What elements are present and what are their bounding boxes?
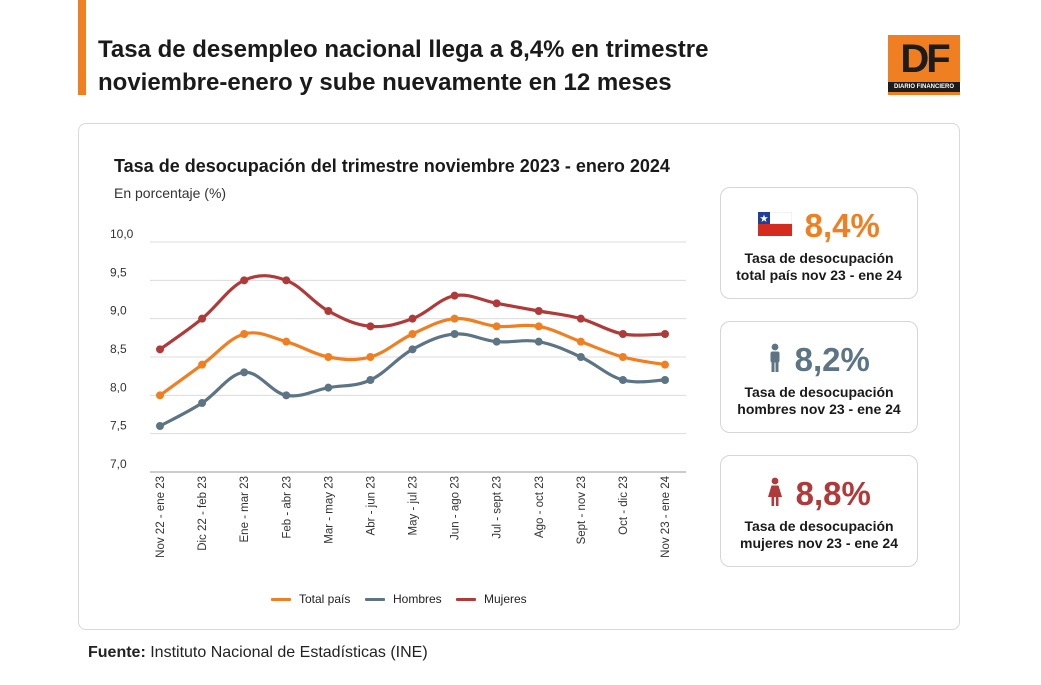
- kpi-value-total: 8,4%: [804, 207, 880, 244]
- x-tick-label: Feb - abr 23: [281, 476, 293, 539]
- y-tick-label: 7,5: [110, 419, 127, 433]
- data-point-hombres: [324, 383, 333, 392]
- man-icon: [768, 343, 782, 378]
- data-point-hombres: [156, 422, 164, 430]
- y-tick-label: 9,0: [110, 304, 127, 318]
- y-tick-label: 10,0: [110, 227, 134, 241]
- chart-title: Tasa de desocupación del trimestre novie…: [114, 156, 670, 176]
- data-point-hombres: [450, 330, 459, 338]
- kpi-value-mujeres: 8,8%: [795, 475, 871, 512]
- legend-label-hombres: Hombres: [393, 592, 442, 606]
- x-tick-label: Dic 22 - feb 23: [197, 476, 209, 551]
- woman-icon: [767, 477, 783, 512]
- data-point-mujeres: [534, 307, 543, 315]
- data-point-mujeres: [198, 314, 207, 323]
- y-tick-label: 7,0: [110, 457, 127, 471]
- logo-subtext: DIARIO FINANCIERO: [888, 82, 960, 92]
- data-point-total: [618, 353, 627, 361]
- data-point-total: [282, 337, 291, 346]
- x-tick-label: Ago - oct 23: [534, 476, 546, 538]
- data-point-mujeres: [618, 330, 627, 338]
- data-point-hombres: [492, 337, 501, 346]
- kpi-label-total-line-2: total país nov 23 - ene 24: [736, 267, 902, 283]
- y-tick-label: 8,5: [110, 342, 127, 356]
- data-point-hombres: [661, 376, 669, 384]
- data-point-total: [408, 330, 417, 338]
- headline-accent-bar: [78, 0, 86, 95]
- data-point-hombres: [408, 345, 417, 354]
- data-point-mujeres: [450, 291, 459, 300]
- x-tick-label: Sept - nov 23: [576, 476, 588, 544]
- kpi-label-mujeres: Tasa de desocupación mujeres nov 23 - en…: [721, 518, 917, 552]
- kpi-label-mujeres-line-2: mujeres nov 23 - ene 24: [740, 535, 898, 551]
- data-point-total: [450, 314, 459, 323]
- chile-flag-icon: [757, 211, 793, 241]
- kpi-value-hombres: 8,2%: [794, 341, 870, 378]
- x-tick-label: Nov 22 - ene 23: [155, 476, 167, 558]
- kpi-card-hombres: 8,2% Tasa de desocupación hombres nov 23…: [720, 321, 918, 433]
- data-point-total: [661, 360, 669, 369]
- data-point-total: [156, 391, 164, 400]
- data-point-total: [366, 353, 375, 361]
- legend-swatch-total: [271, 598, 291, 601]
- kpi-label-mujeres-line-1: Tasa de desocupación: [744, 518, 894, 534]
- data-point-total: [492, 322, 501, 331]
- data-point-mujeres: [366, 322, 375, 331]
- data-point-total: [324, 353, 333, 361]
- data-point-hombres: [534, 337, 543, 346]
- data-point-mujeres: [282, 276, 291, 285]
- data-point-hombres: [576, 353, 585, 361]
- data-point-hombres: [618, 376, 627, 384]
- data-point-mujeres: [661, 330, 669, 338]
- x-tick-label: Nov 23 - ene 24: [660, 475, 672, 557]
- legend-swatch-hombres: [365, 598, 385, 601]
- data-point-hombres: [366, 376, 375, 384]
- y-tick-label: 8,0: [110, 380, 127, 394]
- data-point-mujeres: [156, 345, 164, 354]
- x-tick-label: Oct - dic 23: [618, 476, 630, 535]
- data-point-mujeres: [240, 276, 249, 285]
- source-text: Instituto Nacional de Estadísticas (INE): [145, 644, 428, 661]
- headline-line-2: noviembre-enero y sube nuevamente en 12 …: [98, 69, 672, 96]
- kpi-label-hombres: Tasa de desocupación hombres nov 23 - en…: [721, 384, 917, 418]
- data-point-hombres: [282, 391, 291, 400]
- data-point-total: [576, 337, 585, 346]
- logo-text: DF: [900, 37, 950, 81]
- df-logo: DF DIARIO FINANCIERO: [888, 35, 960, 95]
- data-point-total: [198, 360, 207, 369]
- data-point-mujeres: [492, 299, 501, 308]
- x-tick-label: Mar - may 23: [323, 476, 335, 544]
- data-point-mujeres: [324, 307, 333, 315]
- data-point-mujeres: [408, 314, 417, 323]
- legend-swatch-mujeres: [456, 598, 476, 601]
- legend-label-total: Total país: [299, 592, 351, 606]
- chart-subtitle: En porcentaje (%): [114, 185, 227, 201]
- data-point-mujeres: [576, 314, 585, 323]
- y-tick-label: 9,5: [110, 265, 127, 279]
- x-tick-label: May - jul 23: [408, 476, 420, 535]
- data-point-hombres: [240, 368, 249, 377]
- kpi-card-total: 8,4% Tasa de desocupación total país nov…: [720, 187, 918, 299]
- kpi-label-total: Tasa de desocupación total país nov 23 -…: [721, 250, 917, 284]
- data-point-hombres: [198, 399, 207, 407]
- x-tick-label: Jun - ago 23: [450, 476, 462, 540]
- kpi-card-mujeres: 8,8% Tasa de desocupación mujeres nov 23…: [720, 455, 918, 567]
- data-point-total: [240, 330, 249, 338]
- x-tick-label: Ene - mar 23: [239, 476, 251, 542]
- data-point-total: [534, 322, 543, 331]
- source-label: Fuente:: [88, 644, 146, 661]
- kpi-label-hombres-line-1: Tasa de desocupación: [744, 384, 894, 400]
- headline-line-1: Tasa de desempleo nacional llega a 8,4% …: [98, 36, 709, 63]
- kpi-label-hombres-line-2: hombres nov 23 - ene 24: [737, 401, 901, 417]
- x-tick-label: Jul - sept 23: [492, 476, 504, 539]
- kpi-label-total-line-1: Tasa de desocupación: [744, 250, 894, 266]
- x-tick-label: Abr - jun 23: [365, 476, 377, 535]
- headline: Tasa de desempleo nacional llega a 8,4% …: [98, 33, 818, 99]
- legend-label-mujeres: Mujeres: [484, 592, 527, 606]
- source-note: Fuente: Instituto Nacional de Estadístic…: [88, 644, 428, 662]
